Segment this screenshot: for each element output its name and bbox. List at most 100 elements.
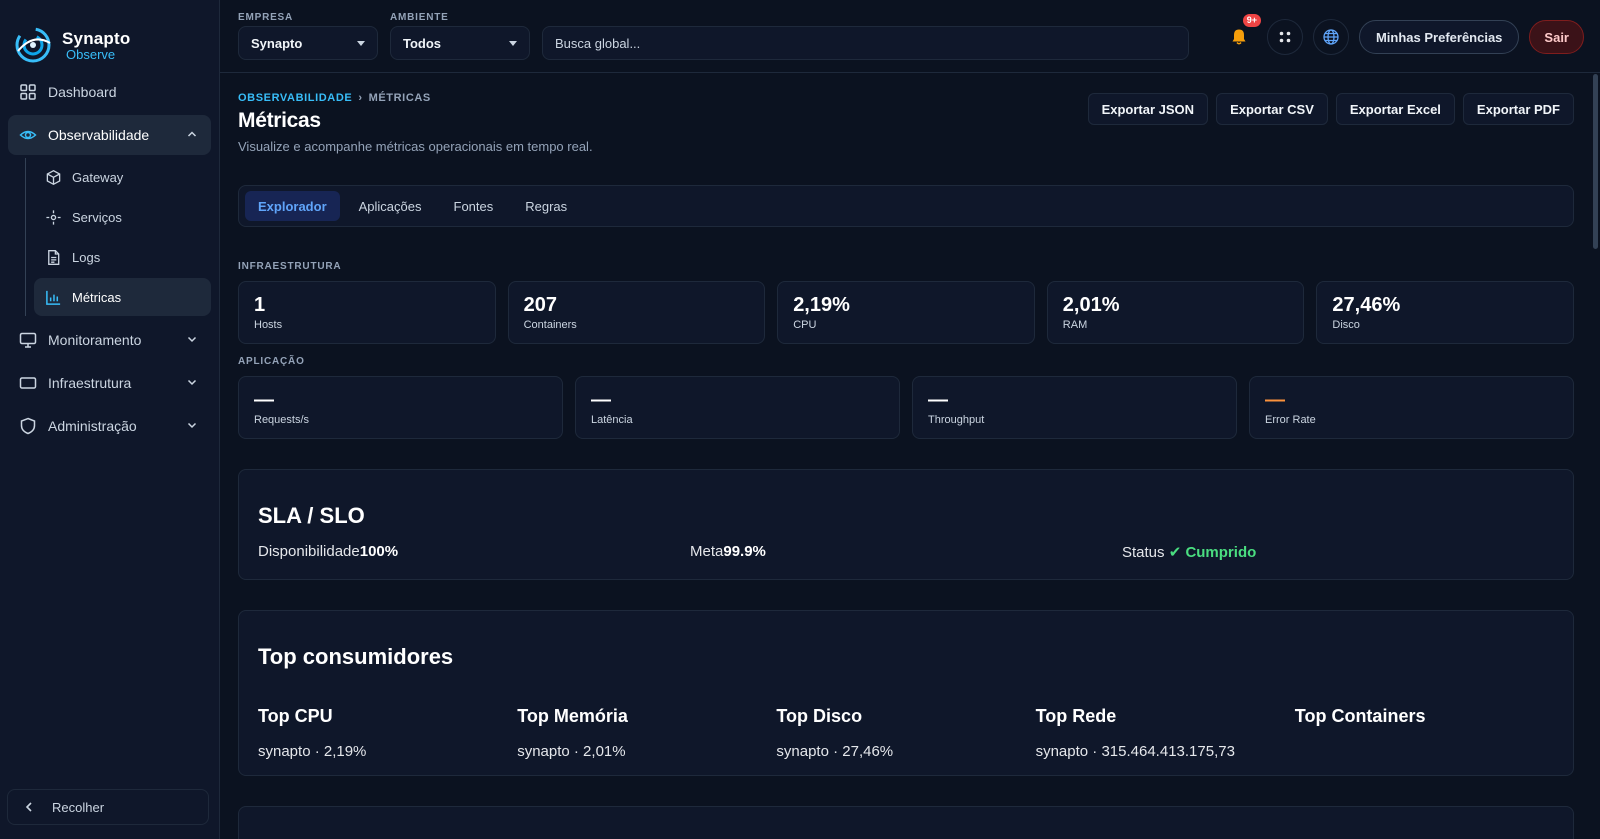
sidebar-item-monitoramento[interactable]: Monitoramento <box>8 320 211 360</box>
status-badge: ✔ Cumprido <box>1168 544 1257 561</box>
breadcrumb-separator-icon: › <box>358 92 363 104</box>
stat-value: 2,01% <box>1062 294 1120 316</box>
infra-stats: 1 Hosts 207 Containers 2,19% CPU 2,01% R… <box>238 281 1574 344</box>
export-csv-button[interactable]: Exportar CSV <box>1216 93 1328 125</box>
stat-value: 207 <box>523 294 557 316</box>
chevron-down-icon <box>187 422 197 429</box>
sla-panel: SLA / SLO Disponibilidade100% Meta99.9% … <box>238 469 1574 580</box>
top-col-value: synapto · 2,19% <box>258 743 367 760</box>
apps-button[interactable] <box>1266 19 1303 55</box>
next-panel <box>238 806 1574 839</box>
stat-card-cpu[interactable]: 2,19% CPU <box>777 281 1035 344</box>
target-value: 99.9% <box>723 543 766 560</box>
sidebar-item-observabilidade[interactable]: Observabilidade <box>8 115 211 155</box>
stat-label: Throughput <box>928 414 985 426</box>
company-label: EMPRESA <box>238 12 294 23</box>
export-json-button[interactable]: Exportar JSON <box>1087 93 1209 125</box>
top-containers: Top Containers <box>1295 706 1554 760</box>
app-section-label: APLICAÇÃO <box>238 356 305 367</box>
export-pdf-button[interactable]: Exportar PDF <box>1462 93 1574 125</box>
stat-card-throughput[interactable]: — Throughput <box>912 376 1237 439</box>
observabilidade-submenu: Gateway Serviços Logs <box>25 158 211 316</box>
page-subtitle: Visualize e acompanhe métricas operacion… <box>238 139 593 154</box>
sidebar-nav: Dashboard Observabilidade Gateway <box>0 72 219 446</box>
status-label: Status <box>1122 544 1165 561</box>
tab-regras[interactable]: Regras <box>525 198 568 214</box>
sidebar-item-logs[interactable]: Logs <box>34 238 211 276</box>
stat-value: — <box>1265 389 1285 411</box>
tab-explorador[interactable]: Explorador <box>245 191 340 221</box>
stat-card-latencia[interactable]: — Latência <box>575 376 900 439</box>
top-col-value: synapto · 2,01% <box>517 743 626 760</box>
stat-value: — <box>254 389 274 411</box>
stat-value: 1 <box>254 294 266 316</box>
availability-value: 100% <box>359 543 399 560</box>
stat-card-containers[interactable]: 207 Containers <box>507 281 766 344</box>
stat-value: — <box>928 389 948 411</box>
sidebar-item-label: Dashboard <box>48 84 117 100</box>
preferences-button[interactable]: Minhas Preferências <box>1358 20 1520 54</box>
sidebar-item-dashboard[interactable]: Dashboard <box>8 72 211 112</box>
stat-card-requests[interactable]: — Requests/s <box>238 376 563 439</box>
sidebar-item-infraestrutura[interactable]: Infraestrutura <box>8 363 211 403</box>
notifications-button[interactable]: 9+ <box>1221 14 1261 55</box>
cube-icon <box>44 168 62 186</box>
target-label: Meta <box>690 543 724 560</box>
top-disco: Top Disco synapto · 27,46% <box>776 706 1035 760</box>
tab-fontes[interactable]: Fontes <box>453 198 494 214</box>
stat-card-ram[interactable]: 2,01% RAM <box>1046 281 1305 344</box>
sidebar-item-label: Observabilidade <box>48 127 150 143</box>
topbar: EMPRESA Synapto AMBIENTE Todos 9+ <box>220 0 1600 73</box>
stat-value: — <box>591 389 611 411</box>
stat-label: CPU <box>793 319 817 331</box>
stat-label: Containers <box>523 319 577 331</box>
bell-icon <box>1232 29 1246 45</box>
shield-icon <box>18 416 38 436</box>
sidebar-item-label: Administração <box>48 418 137 434</box>
language-button[interactable] <box>1312 19 1349 55</box>
company-select[interactable]: Synapto <box>238 26 378 60</box>
sidebar-item-gateway[interactable]: Gateway <box>34 158 211 196</box>
stat-card-error-rate[interactable]: — Error Rate <box>1249 376 1574 439</box>
stat-card-hosts[interactable]: 1 Hosts <box>238 281 496 344</box>
breadcrumb-observabilidade[interactable]: OBSERVABILIDADE <box>238 92 353 104</box>
stat-card-disco[interactable]: 27,46% Disco <box>1316 281 1574 344</box>
top-consumers-title: Top consumidores <box>258 644 454 669</box>
sidebar-item-label: Métricas <box>72 289 122 305</box>
stat-label: Hosts <box>254 319 283 331</box>
tab-aplicacoes[interactable]: Aplicações <box>358 198 422 214</box>
brand-logo[interactable]: Synapto Observe <box>0 0 219 72</box>
top-memoria: Top Memória synapto · 2,01% <box>517 706 776 760</box>
env-label: AMBIENTE <box>390 12 449 23</box>
export-excel-button[interactable]: Exportar Excel <box>1335 93 1455 125</box>
notification-badge: 9+ <box>1242 14 1261 27</box>
chevron-left-icon <box>22 799 38 815</box>
global-search-input[interactable] <box>542 26 1189 60</box>
page-content: OBSERVABILIDADE › MÉTRICAS Métricas Visu… <box>220 73 1600 839</box>
collapse-sidebar-button[interactable]: Recolher <box>7 789 209 825</box>
sidebar-item-label: Monitoramento <box>48 332 142 348</box>
top-col-value: synapto · 315.464.413.175,73 <box>1035 743 1235 760</box>
top-col-title: Top Memória <box>517 706 628 726</box>
globe-icon <box>1323 29 1339 45</box>
sla-status: Status ✔ Cumprido <box>1122 543 1554 561</box>
monitor-icon <box>18 330 38 350</box>
chevron-down-icon <box>187 379 197 386</box>
logout-button[interactable]: Sair <box>1529 20 1584 54</box>
page-title: Métricas <box>238 109 321 132</box>
page-scrollbar[interactable] <box>1593 74 1598 249</box>
eye-icon <box>18 125 38 145</box>
env-select[interactable]: Todos <box>390 26 530 60</box>
stat-value: 27,46% <box>1332 294 1401 316</box>
sidebar-item-administracao[interactable]: Administração <box>8 406 211 446</box>
company-field: EMPRESA Synapto <box>238 10 378 60</box>
top-col-title: Top Disco <box>776 706 863 726</box>
breadcrumb: OBSERVABILIDADE › MÉTRICAS <box>238 92 431 104</box>
dashboard-grid-icon <box>18 82 38 102</box>
sidebar-item-metricas[interactable]: Métricas <box>34 278 211 316</box>
synapto-logo-icon <box>15 27 51 63</box>
sidebar-item-label: Infraestrutura <box>48 375 132 391</box>
sidebar-item-servicos[interactable]: Serviços <box>34 198 211 236</box>
top-col-title: Top CPU <box>258 706 333 726</box>
caret-down-icon <box>509 40 517 46</box>
